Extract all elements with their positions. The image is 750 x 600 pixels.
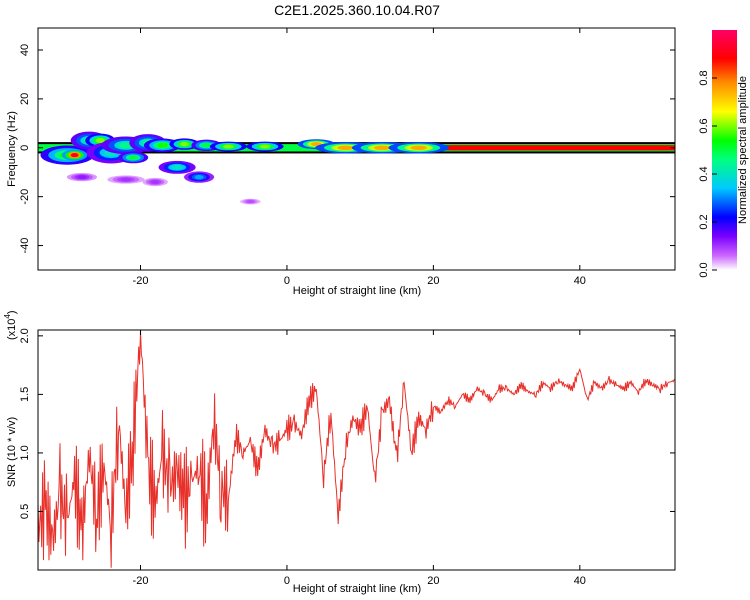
- y-tick-label: 0: [19, 145, 31, 151]
- x-tick-label: 20: [427, 275, 439, 287]
- heat-blob: [151, 180, 160, 184]
- colorbar-tick-label: 0.0: [698, 262, 710, 277]
- heat-blob: [77, 175, 87, 179]
- x-tick-label: 0: [284, 575, 290, 587]
- spectrogram-y-ticks: -40 -20 0 20 40: [19, 44, 675, 254]
- heat-blob: [373, 145, 391, 150]
- colorbar-ticks: 0.0 0.2 0.4 0.6 0.8: [698, 70, 717, 278]
- heat-blob: [201, 143, 211, 148]
- snr-scale-label: (x104): [3, 310, 18, 340]
- heat-blob: [410, 145, 428, 150]
- colorbar-label: Normalized spectral amplitude: [737, 76, 749, 224]
- x-tick-label: -20: [133, 575, 149, 587]
- snr-frame: [37, 329, 676, 571]
- y-tick-label: 1.0: [19, 445, 31, 460]
- snr-series-line: [38, 330, 675, 568]
- x-tick-label: 40: [574, 275, 586, 287]
- heat-blob: [128, 155, 138, 160]
- colorbar-gradient: [712, 30, 737, 270]
- chart-title: C2E1.2025.360.10.04.R07: [274, 2, 440, 18]
- heat-blob: [259, 144, 271, 149]
- snr-panel: -20 0 20 40 0.5 1.0 1.5 2.0 Height of straight…: [3, 310, 676, 595]
- scale-prefix: (x10: [6, 319, 18, 340]
- colorbar: 0.0 0.2 0.4 0.6 0.8 Normalized spectral ampl…: [698, 30, 749, 278]
- y-tick-label: 0.5: [19, 504, 31, 519]
- ridge-core: [433, 145, 675, 151]
- heat-blob: [119, 142, 133, 149]
- colorbar-tick-label: 0.4: [698, 166, 710, 181]
- heat-blob: [70, 152, 79, 158]
- spectrogram-heat: [38, 131, 675, 205]
- snr-x-ticks: -20 0 20 40: [133, 330, 586, 587]
- colorbar-tick-label: 0.8: [698, 70, 710, 85]
- y-tick-label: 1.5: [19, 387, 31, 402]
- heat-blob: [171, 164, 183, 170]
- x-tick-label: -20: [133, 275, 149, 287]
- snr-y-label: SNR (10 * v/v): [6, 417, 18, 487]
- spectrogram-x-ticks: -20 0 20 40: [133, 28, 586, 287]
- x-tick-label: 0: [284, 275, 290, 287]
- scale-suffix: ): [6, 310, 18, 314]
- heat-blob: [222, 144, 234, 149]
- x-tick-label: 40: [574, 575, 586, 587]
- colorbar-tick-label: 0.6: [698, 118, 710, 133]
- y-tick-label: -20: [19, 189, 31, 205]
- spectrogram-y-label: Frequency (Hz): [6, 111, 18, 187]
- spectrogram-x-label: Height of straight line (km): [293, 285, 421, 297]
- x-tick-label: 20: [427, 575, 439, 587]
- heat-blob: [179, 141, 189, 147]
- y-tick-label: -40: [19, 238, 31, 254]
- heat-blob: [95, 137, 105, 143]
- y-tick-label: 2.0: [19, 328, 31, 343]
- spectrogram-panel: -20 0 20 40 -40 -20 0 20 40 Height of straight …: [6, 27, 676, 297]
- heat-blob: [157, 142, 168, 148]
- heat-blob: [337, 145, 354, 150]
- y-tick-label: 40: [19, 44, 31, 56]
- scale-exponent: 4: [3, 314, 12, 319]
- snr-y-ticks: 0.5 1.0 1.5 2.0: [19, 328, 675, 519]
- colorbar-tick-label: 0.2: [698, 214, 710, 229]
- heat-blob: [120, 177, 132, 182]
- spectrogram-frame: [37, 27, 676, 271]
- heat-blob: [194, 174, 204, 180]
- svg-text:(x104): (x104): [3, 310, 18, 340]
- heat-blob: [246, 200, 254, 204]
- y-tick-label: 20: [19, 93, 31, 105]
- snr-x-label: Height of straight line (km): [293, 583, 421, 595]
